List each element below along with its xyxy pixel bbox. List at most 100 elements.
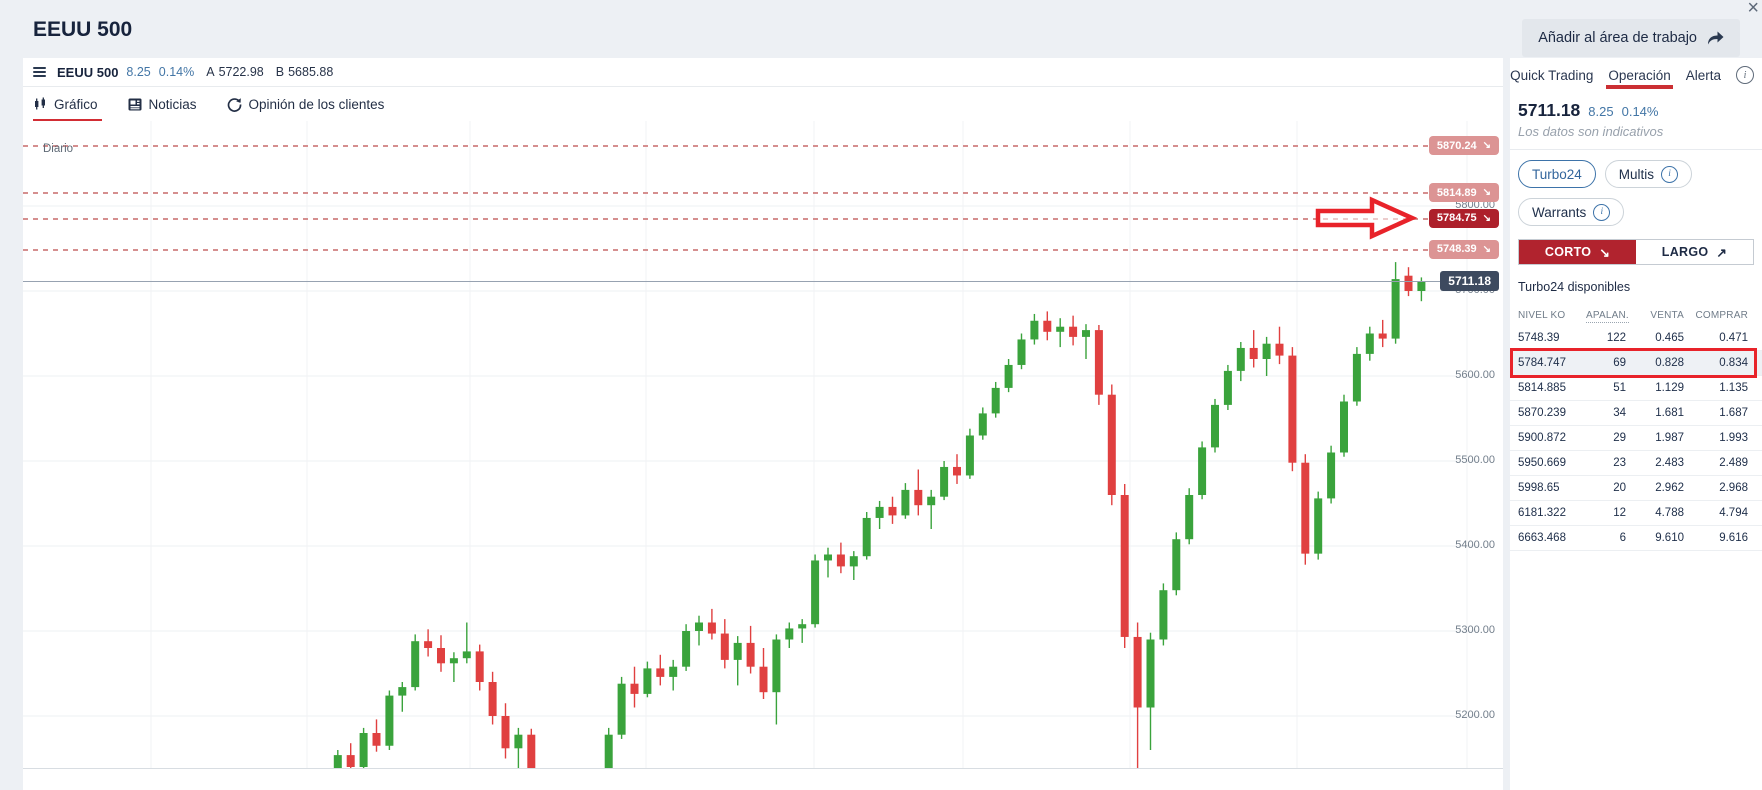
tab-grafico[interactable]: Gráfico <box>33 87 102 122</box>
current-price-pill: 5711.18 <box>1440 271 1499 292</box>
turbo-table-row[interactable]: 5748.39 122 0.465 0.471 <box>1510 326 1762 351</box>
news-icon <box>128 98 142 110</box>
down-right-arrow-icon: ↘ <box>1482 187 1491 199</box>
turbo-table-row[interactable]: 5784.747 69 0.828 0.834 <box>1510 348 1762 378</box>
tab-noticias[interactable]: Noticias <box>128 87 197 121</box>
panel-tab-bar: Quick Trading Operación Alerta i <box>1510 58 1762 92</box>
leverage: 51 <box>1613 382 1626 394</box>
warrants-filter-button[interactable]: Warrants i <box>1518 198 1625 226</box>
turbo-table-row[interactable]: 5950.669 23 2.483 2.489 <box>1510 451 1762 476</box>
turbo24-label: Turbo24 <box>1532 166 1582 182</box>
sell-price: 9.610 <box>1655 532 1684 544</box>
panel-price: 5711.18 <box>1518 100 1581 120</box>
turbo-table-header: NIVEL KO APALAN. VENTA COMPRAR <box>1510 304 1762 326</box>
instrument-header: EEUU 500 8.25 0.14% A 5722.98 B 5685.88 <box>23 58 1503 87</box>
buy-price: 9.616 <box>1719 532 1748 544</box>
sell-price: 1.681 <box>1655 407 1684 419</box>
tab-opinion-label: Opinión de los clientes <box>248 96 385 112</box>
chart-tab-bar: Gráfico Noticias Opinión de los clientes <box>23 87 1503 122</box>
ko-level: 5998.65 <box>1518 482 1560 494</box>
tab-alerta[interactable]: Alerta <box>1685 67 1721 83</box>
info-icon[interactable]: i <box>1736 66 1754 84</box>
indicative-note: Los datos son indicativos <box>1518 124 1664 139</box>
ko-level: 5784.747 <box>1518 357 1566 369</box>
ko-level: 5814.885 <box>1518 382 1566 394</box>
trade-panel: Quick Trading Operación Alerta i 5711.18… <box>1510 58 1762 790</box>
ask-value: 5722.98 <box>218 65 264 79</box>
price-level-line <box>23 217 1478 220</box>
tab-grafico-label: Gráfico <box>54 96 98 112</box>
long-label: LARGO <box>1661 245 1709 259</box>
column-header: VENTA <box>1650 309 1684 321</box>
candlestick-chart-icon <box>35 97 45 110</box>
leverage: 6 <box>1619 532 1626 544</box>
y-axis-label: 5200.00 <box>1455 709 1495 721</box>
current-price-line <box>23 281 1478 283</box>
multis-label: Multis <box>1618 166 1655 182</box>
y-axis-label: 5500.00 <box>1455 454 1495 466</box>
buy-price: 1.993 <box>1719 432 1748 444</box>
price-level-line <box>23 248 1478 251</box>
y-axis-label: 5300.00 <box>1455 624 1495 636</box>
sell-price: 2.962 <box>1655 482 1684 494</box>
price-level-pill[interactable]: 5814.89 ↘ <box>1428 183 1499 203</box>
ko-level: 5900.872 <box>1518 432 1566 444</box>
instrument-name: EEUU 500 <box>57 64 119 80</box>
short-button[interactable]: CORTO ↘ <box>1519 240 1636 264</box>
multis-filter-button[interactable]: Multis i <box>1604 160 1693 188</box>
turbo24-filter-button[interactable]: Turbo24 <box>1518 160 1596 188</box>
price-level-pill[interactable]: 5870.24 ↘ <box>1428 136 1499 156</box>
ko-level: 5748.39 <box>1518 332 1560 344</box>
long-button[interactable]: LARGO ↗ <box>1636 240 1753 264</box>
ko-level: 6663.468 <box>1518 532 1566 544</box>
column-header: APALAN. <box>1586 309 1629 323</box>
turbo-table-row[interactable]: 6181.322 12 4.788 4.794 <box>1510 501 1762 526</box>
instrument-change: 8.25 <box>126 65 151 79</box>
tab-opinion[interactable]: Opinión de los clientes <box>227 87 385 121</box>
tab-operacion[interactable]: Operación <box>1606 67 1674 89</box>
turbo-table-row[interactable]: 6663.468 6 9.610 9.616 <box>1510 526 1762 551</box>
turbo-table-row[interactable]: 5900.872 29 1.987 1.993 <box>1510 426 1762 451</box>
direction-toggle: CORTO ↘ LARGO ↗ <box>1518 239 1754 265</box>
product-pills-row2: Warrants i <box>1518 198 1754 226</box>
down-right-arrow-icon: ↘ <box>1482 140 1491 152</box>
sell-price: 2.483 <box>1655 457 1684 469</box>
annotation-arrow-icon <box>1315 196 1417 240</box>
page-title: EEUU 500 <box>33 18 133 41</box>
chart-card: EEUU 500 8.25 0.14% A 5722.98 B 5685.88 … <box>23 58 1503 790</box>
panel-price-row: 5711.18 8.25 0.14% <box>1510 92 1762 121</box>
tab-quick-trading[interactable]: Quick Trading <box>1510 67 1594 83</box>
add-to-workspace-label: Añadir al área de trabajo <box>1538 30 1697 46</box>
turbo-table-row[interactable]: 5870.239 34 1.681 1.687 <box>1510 401 1762 426</box>
buy-price: 1.135 <box>1719 382 1748 394</box>
sell-price: 1.129 <box>1655 382 1684 394</box>
buy-price: 4.794 <box>1719 507 1748 519</box>
price-level-line <box>23 192 1478 195</box>
info-icon: i <box>1661 165 1679 183</box>
buy-price: 0.471 <box>1719 332 1748 344</box>
menu-icon[interactable] <box>33 67 46 77</box>
buy-price: 2.968 <box>1719 482 1748 494</box>
sell-price: 4.788 <box>1655 507 1684 519</box>
price-level-pill[interactable]: 5748.39 ↘ <box>1428 239 1499 259</box>
leverage: 29 <box>1613 432 1626 444</box>
turbo-table-row[interactable]: 5998.65 20 2.962 2.968 <box>1510 476 1762 501</box>
leverage: 12 <box>1613 507 1626 519</box>
buy-price: 2.489 <box>1719 457 1748 469</box>
price-level-pill[interactable]: 5784.75 ↘ <box>1428 208 1499 228</box>
timeframe-label: Diario <box>43 143 74 155</box>
add-to-workspace-button[interactable]: Añadir al área de trabajo <box>1522 19 1740 57</box>
leverage: 122 <box>1606 332 1626 344</box>
turbo-table-row[interactable]: 5814.885 51 1.129 1.135 <box>1510 376 1762 401</box>
leverage: 23 <box>1613 457 1626 469</box>
short-label: CORTO <box>1544 245 1592 259</box>
sell-price: 0.465 <box>1655 332 1684 344</box>
warrants-label: Warrants <box>1532 204 1587 220</box>
product-pills-row1: Turbo24 Multis i <box>1518 160 1754 188</box>
price-chart[interactable]: Diario 5800.005700.005600.005500.005400.… <box>23 121 1503 769</box>
sell-price: 0.828 <box>1655 357 1684 369</box>
close-icon[interactable]: × <box>1747 0 1759 19</box>
refresh-icon <box>227 97 241 112</box>
leverage: 34 <box>1613 407 1626 419</box>
